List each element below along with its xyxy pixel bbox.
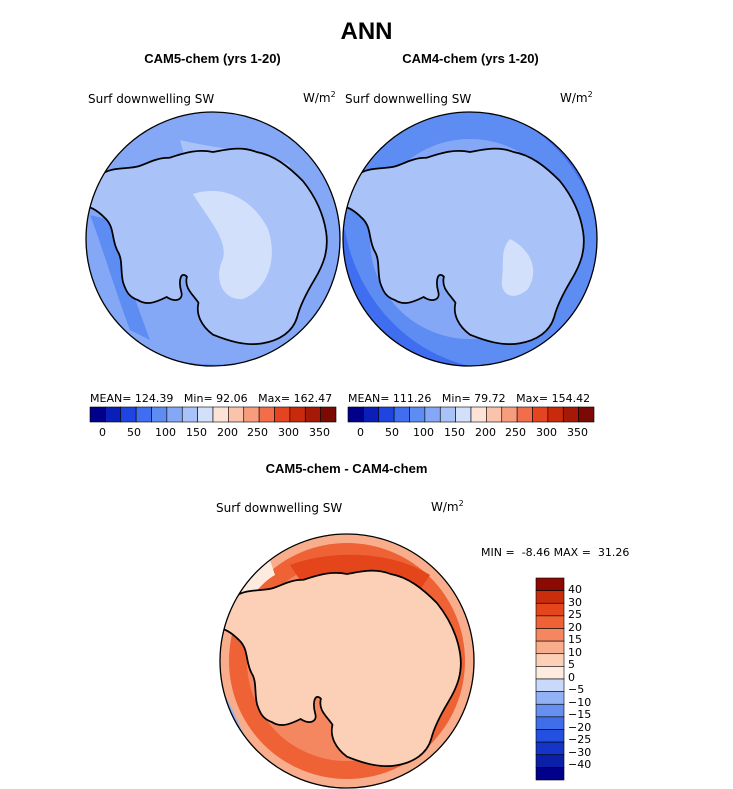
panel-1-variable-label: Surf downwelling SW (88, 92, 215, 106)
diff-colorbar-ticks: 40 30 25 20 15 10 5 0 −5 −10 −15 −20 −25… (568, 583, 592, 771)
panel-2-colorbar-swatch (516, 406, 533, 423)
panel-2-colorbar-swatch (470, 406, 487, 423)
panel-1-title: CAM5-chem (yrs 1-20) (144, 51, 281, 66)
panel-1-colorbar-swatch (151, 406, 168, 423)
panel-2-colorbar-swatch (501, 406, 518, 423)
diff-colorbar-swatch (535, 741, 565, 756)
panel-1-min: 92.06 (216, 392, 248, 405)
panel-1-colorbar-swatch (228, 406, 245, 423)
panel-2-title: CAM4-chem (yrs 1-20) (402, 51, 539, 66)
panel-2-max: 154.42 (551, 392, 591, 405)
panel-1-interior (193, 190, 272, 300)
panel-1-colorbar-swatch (89, 406, 106, 423)
diff-min: -8.46 (521, 546, 551, 559)
panel-1-colorbar-swatch (120, 406, 137, 423)
diff-colorbar-swatch (535, 729, 565, 743)
panel-1-colorbar-swatch (181, 406, 198, 423)
panel-2-colorbar-swatch (547, 406, 564, 423)
panel-1-colorbar-swatch (304, 406, 321, 423)
panel-2-colorbar-swatch (532, 406, 549, 423)
panel-2-units: W/m2 (560, 90, 593, 105)
panel-2-min: 79.72 (474, 392, 506, 405)
diff-colorbar-swatch (535, 678, 565, 692)
panel-1-stats: MEAN= 124.39 Min= 92.06 Max= 162.47 (90, 392, 333, 405)
panel-2-colorbar-swatch (347, 406, 364, 423)
panel-1-max: 162.47 (293, 392, 333, 405)
panel-1-colorbar-swatch (258, 406, 275, 423)
panel-1-colorbar-swatch (243, 406, 260, 423)
diff-colorbar-swatch (535, 628, 565, 642)
panel-1-colorbar-ticks: 0 50 100 150 200 250 300 350 (99, 426, 330, 439)
panel-2-map (343, 112, 597, 366)
panel-1-colorbar-swatch (289, 406, 306, 423)
diff-colorbar-swatch (535, 754, 565, 768)
panel-2-colorbar-swatch (486, 406, 503, 423)
panel-2-variable-label: Surf downwelling SW (345, 92, 472, 106)
diff-colorbar-swatch (535, 666, 565, 680)
diff-panel-variable-label: Surf downwelling SW (216, 501, 343, 515)
panel-1-colorbar-swatch (212, 406, 229, 423)
panel-1-colorbar (89, 406, 337, 423)
panel-2-colorbar-swatch (363, 406, 380, 423)
diff-colorbar-swatch (535, 653, 565, 667)
diff-colorbar-swatch (535, 590, 565, 604)
panel-1-colorbar-swatch (105, 406, 122, 423)
panel-1-colorbar-swatch (135, 406, 152, 423)
panel-1-colorbar-swatch (320, 406, 337, 423)
panel-2-stats: MEAN= 111.26 Min= 79.72 Max= 154.42 (348, 392, 591, 405)
panel-2-colorbar-swatch (424, 406, 441, 423)
panel-2-colorbar (347, 406, 595, 423)
panel-2-colorbar-swatch (378, 406, 395, 423)
diff-map (220, 534, 474, 788)
diff-colorbar-swatch (535, 640, 565, 655)
panel-1-colorbar-swatch (274, 406, 291, 423)
diff-colorbar-swatch (535, 577, 565, 591)
panel-1-colorbar-swatch (166, 406, 183, 423)
panel-2-colorbar-swatch (409, 406, 426, 423)
panel-2-mean: 111.26 (392, 392, 432, 405)
panel-2-colorbar-swatch (578, 406, 595, 423)
diff-panel-title: CAM5-chem - CAM4-chem (265, 461, 428, 476)
panel-2-interior (501, 239, 534, 296)
diff-colorbar-swatch (535, 703, 565, 718)
diff-max: 31.26 (597, 546, 630, 559)
diff-map-border (219, 533, 475, 789)
diff-colorbar-swatch (535, 602, 565, 617)
diff-colorbar-swatch (535, 615, 565, 629)
diff-colorbar (535, 577, 565, 781)
diff-panel-units: W/m2 (431, 499, 464, 514)
panel-1-band (90, 215, 150, 340)
panel-1-map (86, 112, 340, 366)
panel-2-map-border (342, 111, 598, 367)
panel-2-colorbar-swatch (439, 406, 456, 423)
diff-panel-stats: MIN = -8.46 MAX = 31.26 (481, 546, 630, 559)
diff-colorbar-swatch (535, 716, 565, 730)
panel-1-map-border (85, 111, 341, 367)
panel-1-mean: 124.39 (134, 392, 174, 405)
panel-2-colorbar-ticks: 0 50 100 150 200 250 300 350 (357, 426, 588, 439)
panel-2-colorbar-swatch (393, 406, 410, 423)
panel-1-colorbar-swatch (197, 406, 214, 423)
diff-colorbar-swatch (535, 767, 565, 781)
panel-2-colorbar-swatch (562, 406, 579, 423)
panel-2-colorbar-swatch (455, 406, 472, 423)
diff-colorbar-swatch (535, 691, 565, 705)
figure-title: ANN (340, 18, 393, 45)
panel-1-units: W/m2 (303, 90, 336, 105)
